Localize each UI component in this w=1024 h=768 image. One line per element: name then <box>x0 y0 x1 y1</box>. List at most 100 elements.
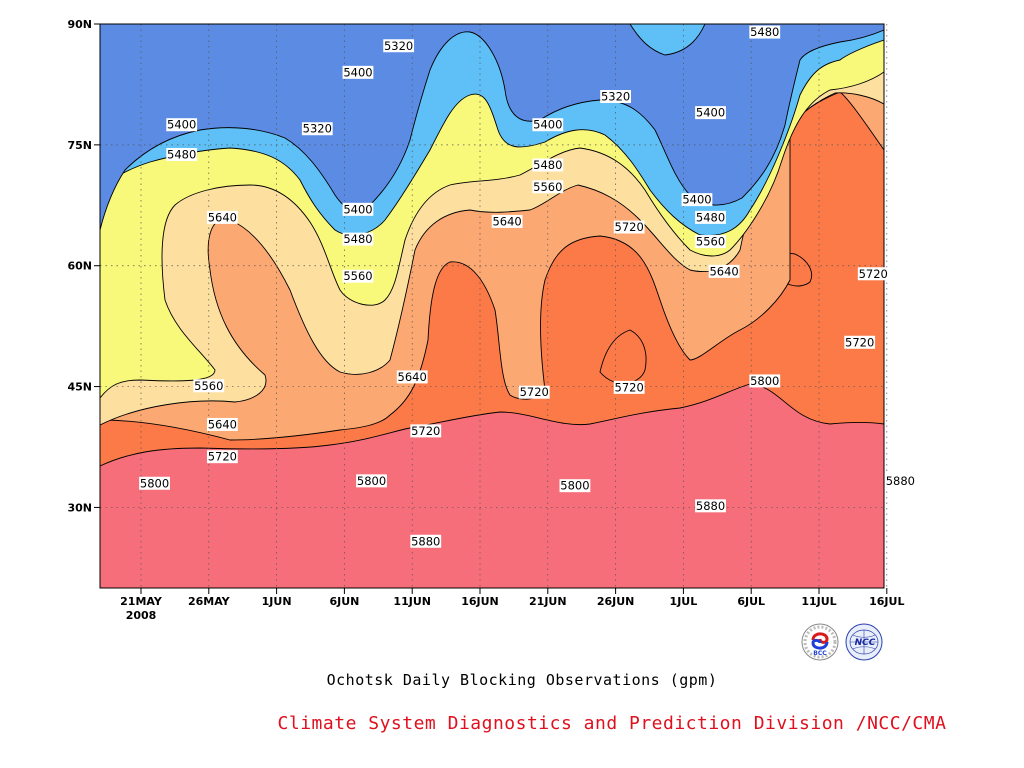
contour-label-box <box>356 474 387 488</box>
contour-label-box <box>844 335 876 349</box>
contour-label-value: 5560 <box>696 235 725 249</box>
x-tick-label: 6JUL <box>737 595 765 608</box>
contour-label-box <box>518 385 550 399</box>
y-tick-label: 30N <box>67 501 92 514</box>
contour-label-value: 5720 <box>845 335 874 349</box>
contour-label: 5480 <box>695 210 726 224</box>
contour-label: 5800 <box>139 476 170 490</box>
contour-label-box <box>532 158 564 172</box>
contour-label-value: 5320 <box>384 39 413 53</box>
contour-label-value: 5400 <box>167 118 196 132</box>
contour-label: 5800 <box>749 374 781 388</box>
contour-label-value: 5640 <box>709 264 738 278</box>
contour-label-value: 5400 <box>682 193 711 207</box>
contour-label-box <box>857 267 889 281</box>
contour-label-box <box>342 202 374 216</box>
ncc-logo-text: NCC <box>855 638 876 648</box>
contour-label-value: 5800 <box>750 374 779 388</box>
x-tick-label: 11JUL <box>801 595 836 608</box>
contour-label-box <box>193 379 225 393</box>
contour-label-value: 5640 <box>208 417 237 431</box>
contour-label-box <box>166 148 198 162</box>
x-tick-label: 1JUL <box>670 595 698 608</box>
contour-label: 5480 <box>749 25 781 39</box>
contour-label-box <box>695 210 726 224</box>
credit-line: Climate System Diagnostics and Predictio… <box>277 713 947 734</box>
contour-label-value: 5480 <box>343 232 372 246</box>
contour-label-value: 5480 <box>696 210 725 224</box>
contour-label: 5720 <box>844 335 876 349</box>
contour-label: 5560 <box>342 269 374 283</box>
plot-frame <box>99 23 885 589</box>
contour-label-box <box>884 474 916 488</box>
x-tick-label: 21MAY <box>120 595 163 608</box>
x-axis: 21MAY 26MAY 1JUN 6JUN 11JUN 16JUN 21JUN 26JUN 1J… <box>120 588 904 622</box>
contour-label-box <box>749 374 781 388</box>
contour-label-box <box>695 106 726 120</box>
contour-label: 5480 <box>166 148 198 162</box>
contour-label: 5880 <box>695 499 726 513</box>
y-tick-label: 60N <box>67 260 92 273</box>
contour-label-box <box>410 534 442 548</box>
x-tick-label: 6JUN <box>329 595 359 608</box>
contour-label: 5320 <box>301 122 333 136</box>
contour-label-value: 5720 <box>411 424 440 438</box>
contour-label-box <box>613 380 645 394</box>
contour-label-box <box>383 39 415 53</box>
contour-label-box <box>695 499 726 513</box>
contour-label-box <box>491 214 523 228</box>
chart-title: Ochotsk Daily Blocking Observations (gpm… <box>326 671 718 689</box>
contour-label-value: 5720 <box>859 267 888 281</box>
contour-label: 5400 <box>532 118 564 132</box>
contour-label-value: 5320 <box>303 122 332 136</box>
contour-label-value: 5560 <box>343 269 372 283</box>
contour-label-value: 5400 <box>343 65 372 79</box>
contour-label: 5720 <box>206 450 238 464</box>
contour-label: 5640 <box>206 210 238 224</box>
contour-label: 5800 <box>559 479 591 493</box>
contour-label-box <box>342 269 374 283</box>
contour-label: 5880 <box>410 534 442 548</box>
ncc-logo: NCC <box>845 623 883 661</box>
contour-label-box <box>166 118 198 132</box>
contour-label-value: 5560 <box>533 180 562 194</box>
contour-label-box <box>532 180 564 194</box>
contour-label-box <box>342 65 374 79</box>
contour-label-box <box>613 220 645 234</box>
contour-label: 5640 <box>708 264 740 278</box>
contour-chart: 5320 5320 5320 5400 5400 5400 5400 5400 5400 5480… <box>67 18 916 622</box>
contour-label-box <box>559 479 591 493</box>
contour-label-box <box>681 193 713 207</box>
x-tick-label: 11JUN <box>393 595 431 608</box>
contour-label: 5400 <box>695 106 726 120</box>
contour-label-value: 5640 <box>398 370 427 384</box>
bcc-logo: BCC <box>801 623 839 661</box>
contour-label-box <box>206 210 238 224</box>
contour-label: 5720 <box>613 380 645 394</box>
contour-label-value: 5480 <box>533 158 562 172</box>
contour-label: 5640 <box>491 214 523 228</box>
contour-label: 5480 <box>342 232 374 246</box>
y-axis: 30N 45N 60N 75N 90N <box>67 18 100 514</box>
contour-label-box <box>410 424 442 438</box>
contour-label: 5400 <box>681 193 713 207</box>
contour-label-box <box>532 118 564 132</box>
contour-label-box <box>206 450 238 464</box>
contour-label: 5560 <box>193 379 225 393</box>
contour-label-box <box>749 25 781 39</box>
contour-label-value: 5400 <box>533 118 562 132</box>
contour-label-value: 5880 <box>886 474 915 488</box>
contour-label-value: 5800 <box>140 476 169 490</box>
contour-label: 5560 <box>532 180 564 194</box>
x-tick-label: 16JUN <box>461 595 499 608</box>
contour-label-box <box>301 122 333 136</box>
contour-label-value: 5800 <box>357 474 386 488</box>
contour-label-box <box>342 232 374 246</box>
contour-label: 5720 <box>857 267 889 281</box>
contour-label: 5400 <box>342 202 374 216</box>
contour-label-value: 5400 <box>343 202 372 216</box>
contour-label-value: 5480 <box>750 25 779 39</box>
contour-label: 5320 <box>600 90 631 104</box>
bcc-logo-text: BCC <box>813 650 827 657</box>
contour-label-value: 5720 <box>520 385 549 399</box>
